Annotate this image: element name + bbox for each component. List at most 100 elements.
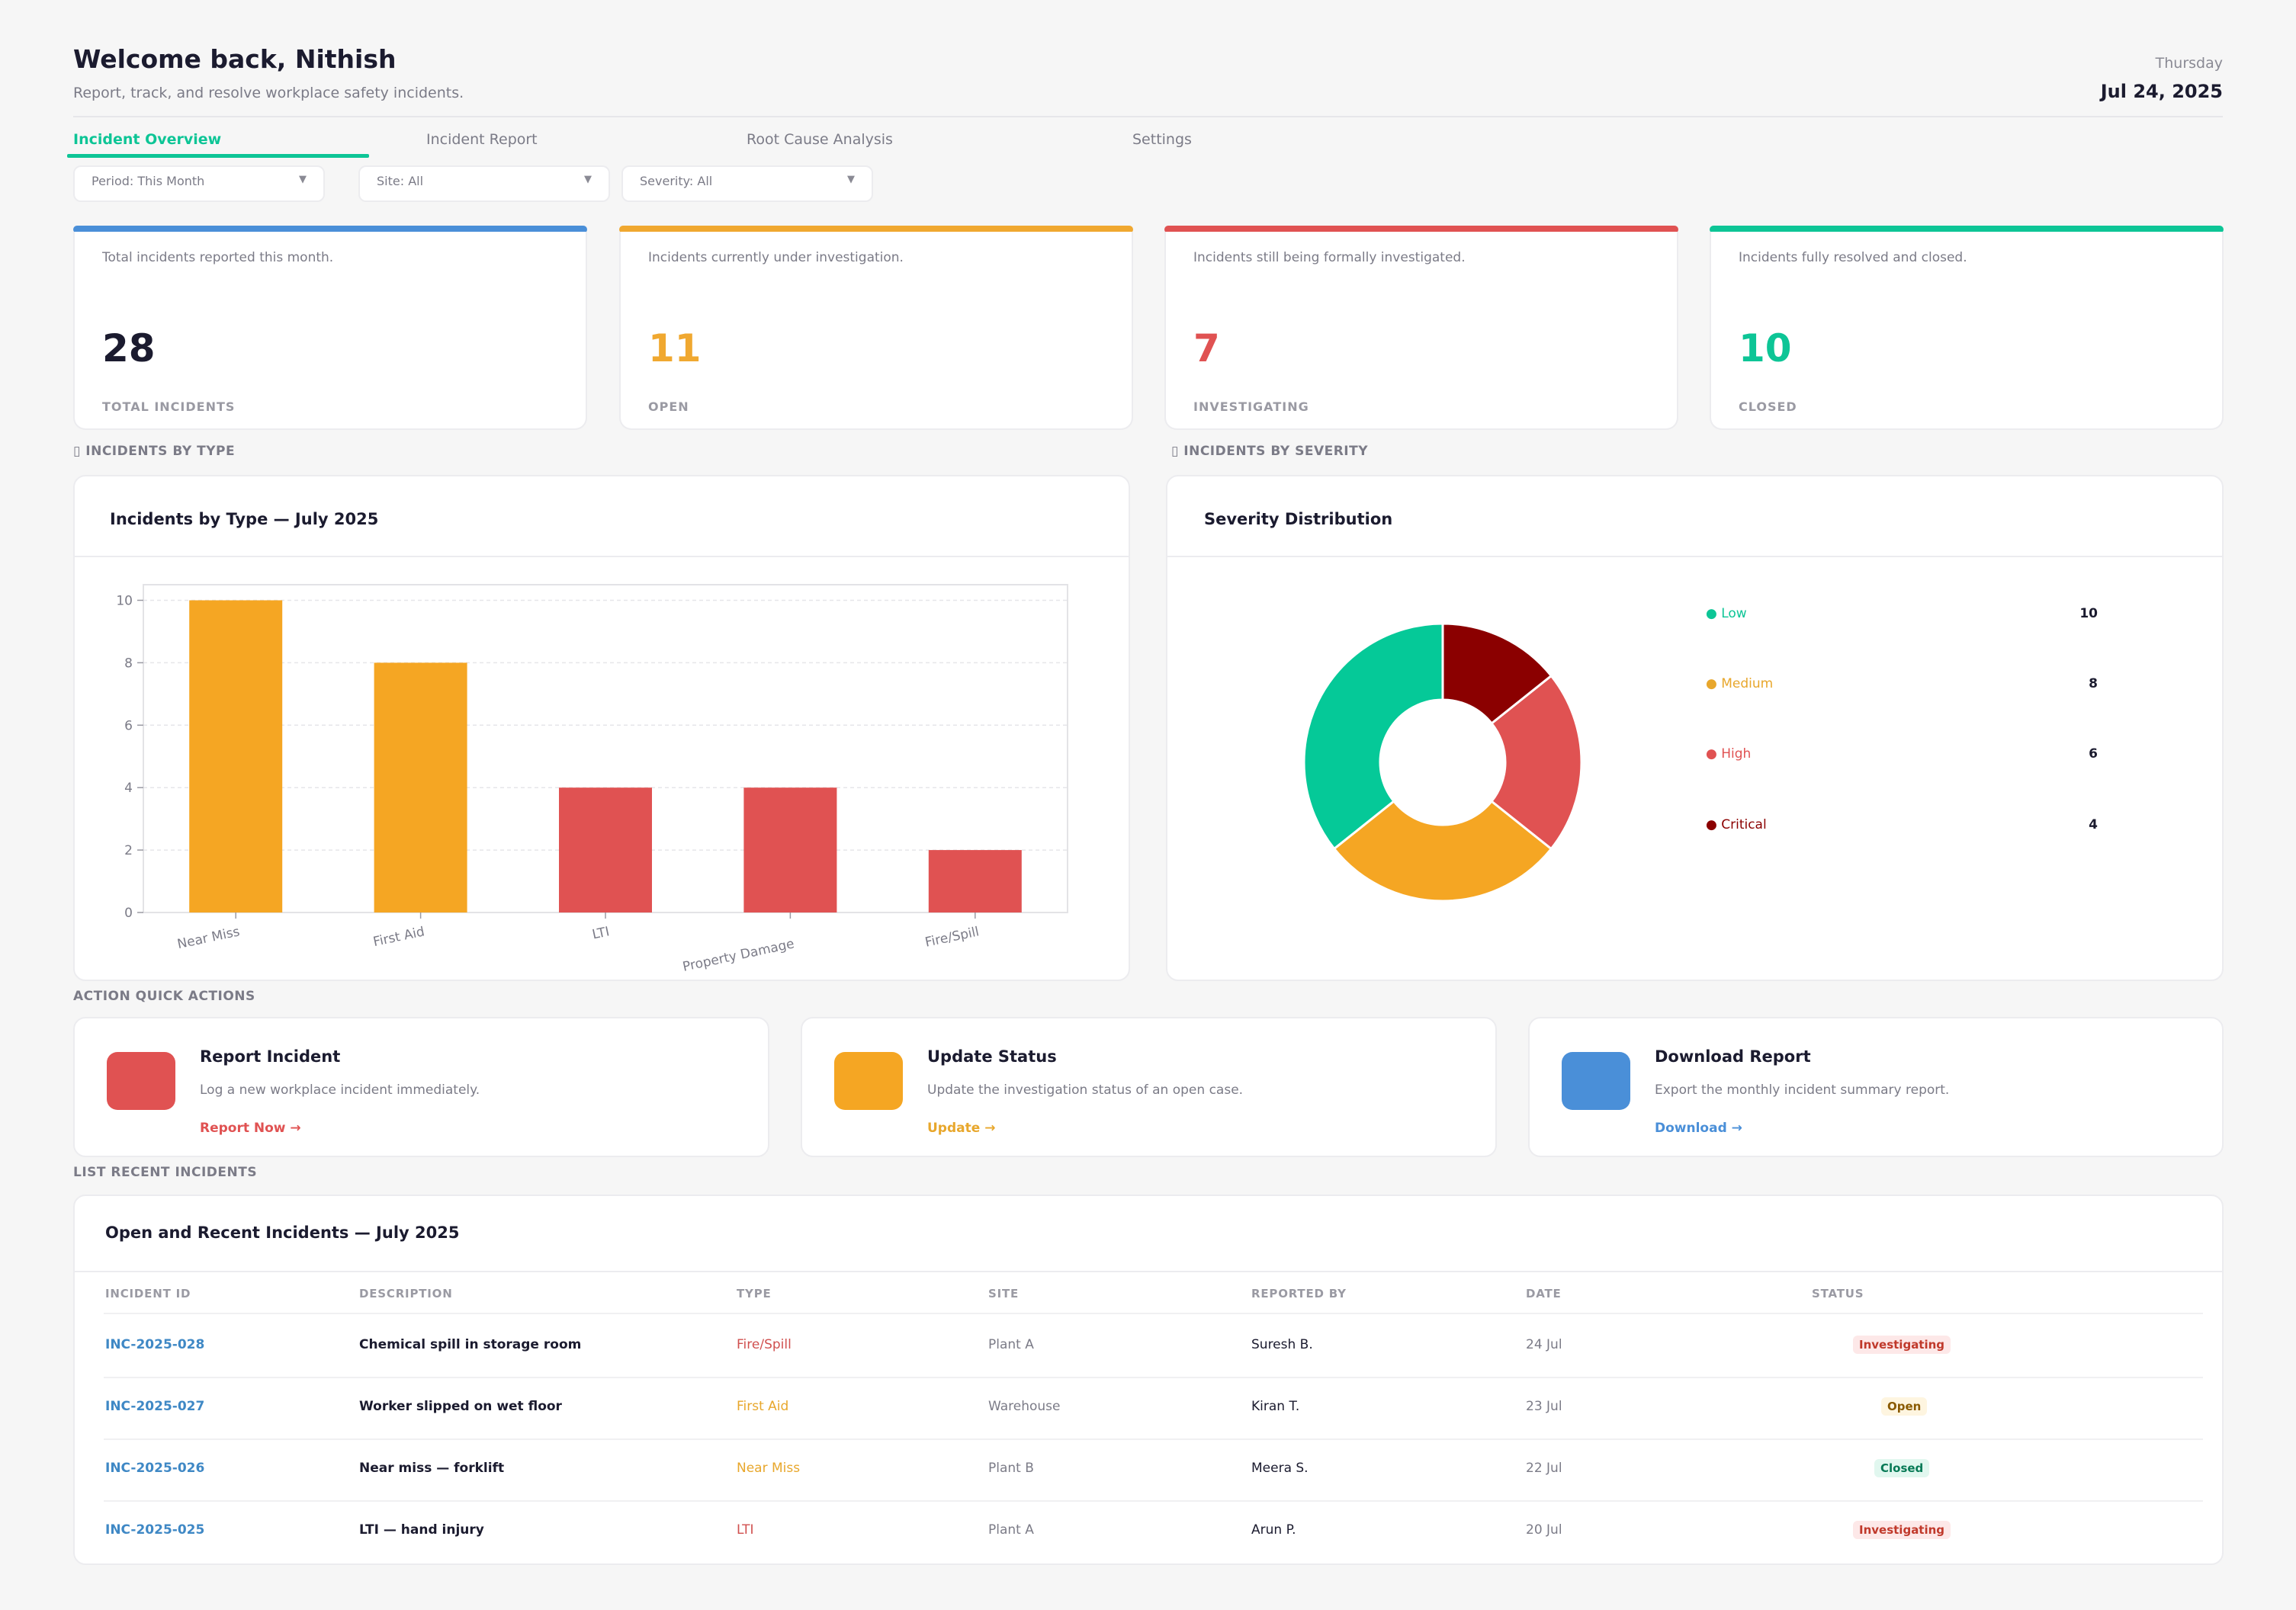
- chevron-down-icon: ▼: [584, 174, 592, 185]
- column-header-site: SITE: [988, 1287, 1020, 1301]
- x-tick-label: Near Miss: [176, 924, 242, 952]
- donut-slice-low: [1302, 622, 1444, 851]
- site-filter-label: Site: All: [377, 174, 424, 188]
- bar-property-damage: [743, 787, 837, 912]
- header-divider: [73, 116, 2223, 117]
- current-date: Jul 24, 2025: [2100, 81, 2223, 102]
- incident-type: Fire/Spill: [737, 1337, 792, 1352]
- tab-incident-overview[interactable]: Incident Overview: [73, 131, 222, 148]
- page-subtitle: Report, track, and resolve workplace saf…: [73, 85, 464, 101]
- donut-slice-high: [1490, 674, 1583, 851]
- legend-value-high: 6: [2089, 746, 2098, 762]
- y-tick-label: 10: [116, 593, 133, 608]
- active-tab-indicator: [67, 154, 369, 158]
- legend-item-low: ● Low: [1706, 606, 1747, 621]
- donut-slice-medium: [1332, 800, 1553, 903]
- quick-action-title: Download Report: [1655, 1047, 1811, 1066]
- kpi-value: 11: [648, 326, 702, 370]
- kpi-accent-bar: [1710, 226, 2224, 233]
- kpi-value: 10: [1739, 326, 1792, 370]
- bar-first-aid: [374, 662, 467, 912]
- incident-description: Chemical spill in storage room: [359, 1337, 582, 1352]
- section-label-by-type: ▯ INCIDENTS BY TYPE: [73, 444, 236, 459]
- table-title: Open and Recent Incidents — July 2025: [105, 1224, 460, 1242]
- quick-action-update-status[interactable]: Update Status Update the investigation s…: [801, 1017, 1497, 1157]
- table-row-divider: [104, 1500, 2203, 1502]
- panel-title: Incidents by Type — July 2025: [110, 510, 379, 528]
- quick-action-report-incident[interactable]: Report Incident Log a new workplace inci…: [73, 1017, 769, 1157]
- kpi-value: 7: [1193, 326, 1220, 370]
- severity-filter-label: Severity: All: [640, 174, 713, 188]
- status-badge-investigating: Investigating: [1853, 1336, 1951, 1354]
- incident-date: 22 Jul: [1526, 1461, 1562, 1476]
- kpi-description: Incidents fully resolved and closed.: [1739, 250, 1967, 265]
- bar-fire-spill: [928, 850, 1022, 912]
- kpi-description: Incidents currently under investigation.: [648, 250, 904, 265]
- period-filter[interactable]: Period: This Month ▼: [73, 165, 325, 202]
- kpi-label: OPEN: [648, 399, 689, 414]
- y-tick-label: 8: [124, 656, 133, 671]
- status-badge-closed: Closed: [1874, 1459, 1930, 1477]
- quick-action-title: Update Status: [927, 1047, 1057, 1066]
- kpi-investigating: Incidents still being formally investiga…: [1164, 232, 1678, 430]
- x-tick-label: Property Damage: [681, 936, 795, 975]
- donut-chart: [1302, 622, 1583, 903]
- status-badge-open: Open: [1881, 1397, 1928, 1416]
- table-row-divider: [104, 1377, 2203, 1378]
- incident-site: Warehouse: [988, 1399, 1061, 1414]
- kpi-accent-bar: [73, 226, 587, 233]
- status-badge-investigating: Investigating: [1853, 1521, 1951, 1539]
- incident-description: Near miss — forklift: [359, 1461, 505, 1476]
- section-label-quick-actions: ACTION QUICK ACTIONS: [73, 989, 255, 1004]
- table-row-divider: [104, 1438, 2203, 1440]
- kpi-value: 28: [102, 326, 156, 370]
- column-header-type: TYPE: [737, 1287, 772, 1301]
- section-label-by-severity: ▯ INCIDENTS BY SEVERITY: [1171, 444, 1369, 459]
- incident-reporter: Suresh B.: [1251, 1337, 1313, 1352]
- column-header-description: DESCRIPTION: [359, 1287, 453, 1301]
- kpi-label: CLOSED: [1739, 399, 1797, 414]
- incident-site: Plant A: [988, 1522, 1034, 1538]
- incident-date: 23 Jul: [1526, 1399, 1562, 1414]
- panel-divider: [75, 556, 1129, 557]
- kpi-label: INVESTIGATING: [1193, 399, 1309, 414]
- severity-distribution-panel: Severity Distribution ● Low 10 ● Medium …: [1166, 475, 2224, 981]
- incident-date: 20 Jul: [1526, 1522, 1562, 1538]
- incident-reporter: Meera S.: [1251, 1461, 1309, 1476]
- kpi-description: Incidents still being formally investiga…: [1193, 250, 1466, 265]
- kpi-accent-bar: [1164, 226, 1678, 233]
- incident-id-link[interactable]: INC-2025-027: [105, 1399, 205, 1414]
- chevron-down-icon: ▼: [847, 174, 855, 185]
- site-filter[interactable]: Site: All ▼: [358, 165, 610, 202]
- quick-action-download-report[interactable]: Download Report Export the monthly incid…: [1528, 1017, 2224, 1157]
- incident-site: Plant B: [988, 1461, 1034, 1476]
- y-tick-label: 0: [124, 906, 133, 921]
- x-tick-label: Fire/Spill: [923, 924, 980, 950]
- incident-id-link[interactable]: INC-2025-026: [105, 1461, 205, 1476]
- tab-settings[interactable]: Settings: [1132, 131, 1192, 148]
- tab-root-cause-analysis[interactable]: Root Cause Analysis: [747, 131, 893, 148]
- period-filter-label: Period: This Month: [92, 174, 205, 188]
- quick-action-title: Report Incident: [200, 1047, 341, 1066]
- incident-id-link[interactable]: INC-2025-025: [105, 1522, 205, 1538]
- update-link[interactable]: Update →: [927, 1121, 996, 1136]
- legend-item-critical: ● Critical: [1706, 817, 1767, 832]
- incident-reporter: Arun P.: [1251, 1522, 1296, 1538]
- bar-chart: 0 2 4 6 8 10 Near Miss First Aid LTI Property Dam…: [116, 584, 1068, 975]
- incident-id-link[interactable]: INC-2025-028: [105, 1337, 205, 1352]
- quick-action-description: Update the investigation status of an op…: [927, 1082, 1244, 1098]
- kpi-closed: Incidents fully resolved and closed. 10 …: [1710, 232, 2224, 430]
- panel-divider: [1167, 556, 2222, 557]
- download-link[interactable]: Download →: [1655, 1121, 1742, 1136]
- report-now-link[interactable]: Report Now →: [200, 1121, 301, 1136]
- incident-type: First Aid: [737, 1399, 789, 1414]
- tab-incident-report[interactable]: Incident Report: [426, 131, 538, 148]
- bar-near-miss: [189, 600, 283, 912]
- x-tick-label: First Aid: [372, 924, 426, 950]
- severity-filter[interactable]: Severity: All ▼: [621, 165, 873, 202]
- incidents-by-type-panel: Incidents by Type — July 2025 0 2 4 6 8 10 Nea…: [73, 475, 1130, 981]
- incident-reporter: Kiran T.: [1251, 1399, 1300, 1414]
- report-incident-icon: [107, 1052, 175, 1110]
- donut-slice-critical: [1441, 622, 1553, 725]
- current-day: Thursday: [2155, 55, 2223, 72]
